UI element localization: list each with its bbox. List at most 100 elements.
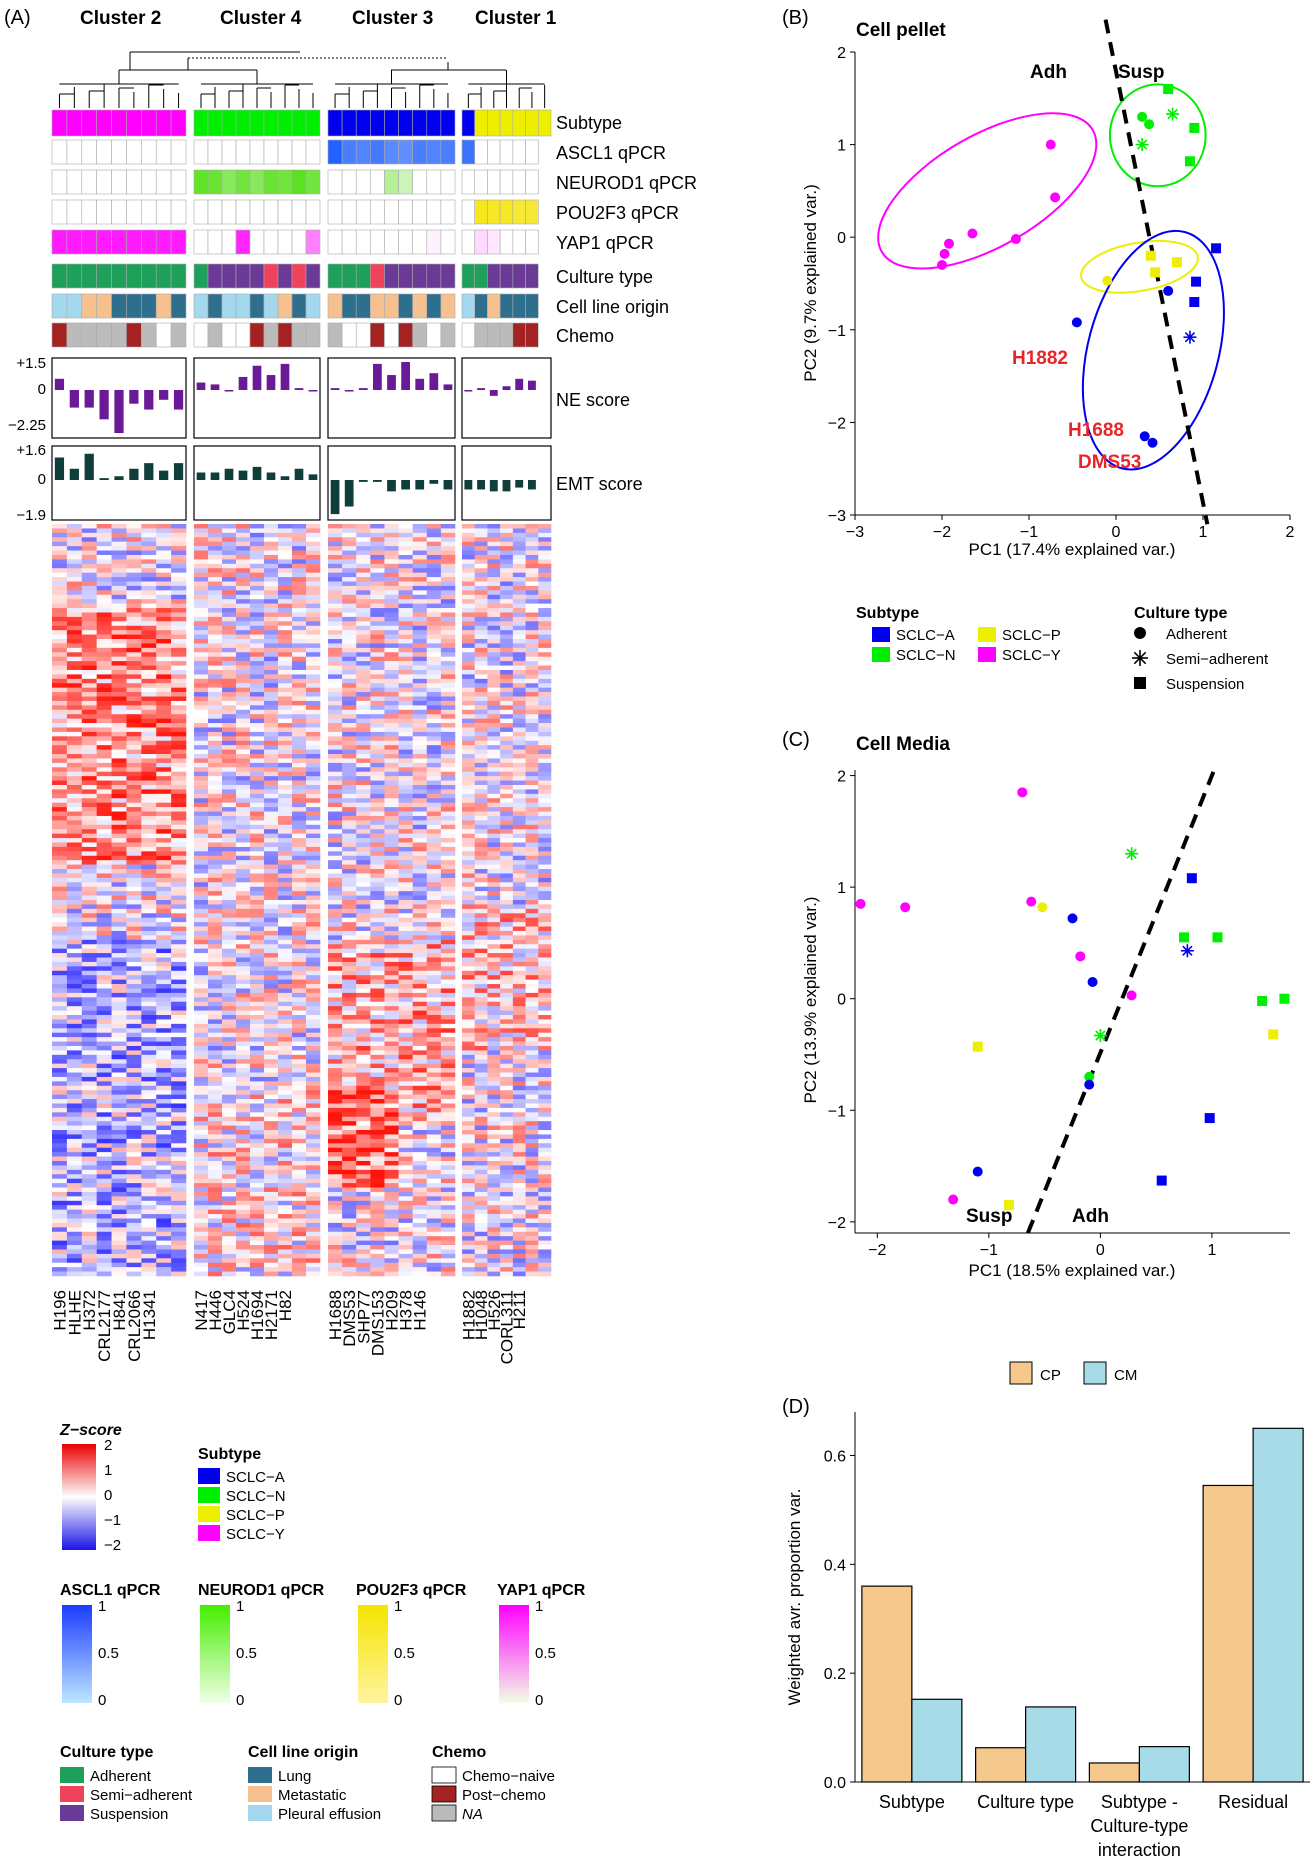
heatmap-cell [525, 581, 539, 587]
heatmap-cell [171, 1050, 187, 1056]
heatmap-cell [222, 749, 237, 755]
heatmap-cell [222, 904, 237, 910]
heatmap-cell [306, 997, 321, 1003]
heatmap-cell [141, 953, 157, 958]
heatmap-cell [370, 718, 385, 724]
heatmap-cell [474, 1019, 488, 1025]
heatmap-cell [171, 634, 187, 640]
heatmap-cell [194, 656, 209, 662]
heatmap-cell [462, 1063, 476, 1069]
heatmap-cell [126, 930, 142, 936]
chemo-cell [277, 322, 293, 348]
heatmap-cell [512, 585, 526, 591]
heatmap-cell [81, 612, 97, 618]
heatmap-cell [384, 807, 399, 812]
heatmap-cell [81, 1112, 97, 1118]
heatmap-cell [208, 904, 223, 910]
heatmap-cell [250, 1085, 265, 1091]
chemo-cell [221, 322, 237, 348]
heatmap-cell [462, 541, 476, 547]
culture-cell [155, 263, 172, 289]
heatmap-cell [156, 1054, 172, 1060]
heatmap-cell [96, 811, 112, 817]
heatmap-cell [52, 647, 68, 653]
subtype-cell [499, 109, 514, 137]
heatmap-cell [250, 625, 265, 631]
heatmap-cell [474, 541, 488, 547]
heatmap-cell [342, 939, 357, 945]
heatmap-cell [236, 882, 251, 888]
heatmap-cell [525, 625, 539, 631]
heatmap-cell [342, 767, 357, 773]
heatmap-cell [236, 780, 251, 786]
heatmap-cell [500, 935, 514, 941]
heatmap-cell [126, 612, 142, 618]
heatmap-cell [278, 846, 293, 852]
heatmap-cell [356, 1001, 371, 1007]
heatmap-cell [440, 811, 456, 817]
track-label: YAP1 qPCR [556, 233, 654, 253]
heatmap-cell [306, 771, 321, 777]
heatmap-cell [500, 784, 514, 790]
heatmap-cell [426, 833, 442, 839]
heatmap-cell [292, 1076, 307, 1082]
heatmap-cell [81, 838, 97, 843]
origin-cell [96, 293, 112, 319]
heatmap-cell [412, 1001, 428, 1007]
heatmap-cell [500, 665, 514, 671]
heatmap-cell [264, 625, 279, 631]
heatmap-cell [356, 793, 371, 799]
heatmap-cell [81, 585, 97, 591]
heatmap-cell [440, 559, 456, 565]
heatmap-cell [384, 944, 399, 949]
heatmap-cell [487, 700, 501, 706]
heatmap-cell [264, 922, 279, 927]
heatmap-cell [278, 798, 293, 803]
heatmap-cell [462, 882, 476, 888]
heatmap-cell [81, 661, 97, 666]
heatmap-cell [500, 864, 514, 870]
heatmap-cell [525, 798, 539, 803]
heatmap-cell [398, 1041, 413, 1047]
heatmap-cell [208, 1072, 223, 1078]
heatmap-cell [66, 634, 83, 640]
heatmap-cell [222, 669, 237, 675]
heatmap-cell [66, 621, 83, 627]
heatmap-cell [328, 709, 343, 715]
heatmap-cell [474, 647, 488, 653]
heatmap-cell [264, 798, 279, 803]
heatmap-cell [171, 975, 187, 980]
heatmap-cell [222, 815, 237, 821]
heatmap-cell [512, 709, 526, 715]
neurod1-cell [291, 169, 307, 195]
heatmap-cell [487, 882, 501, 888]
heatmap-cell [278, 572, 293, 578]
heatmap-cell [398, 687, 413, 693]
heatmap-cell [306, 784, 321, 790]
heatmap-cell [264, 1116, 279, 1122]
heatmap-cell [81, 1023, 97, 1029]
heatmap-cell [328, 1054, 343, 1060]
heatmap-cell [156, 900, 172, 905]
heatmap-cell [440, 802, 456, 808]
heatmap-cell [462, 1090, 476, 1095]
heatmap-cell [440, 1045, 456, 1051]
heatmap-cell [81, 581, 97, 587]
heatmap-cell [141, 815, 157, 821]
heatmap-cell [426, 603, 442, 609]
subtype-cell [66, 109, 83, 137]
heatmap-cell [512, 979, 526, 985]
heatmap-cell [306, 669, 321, 675]
heatmap-cell [194, 1001, 209, 1007]
heatmap-cell [426, 749, 442, 755]
heatmap-cell [328, 616, 343, 622]
heatmap-cell [306, 687, 321, 693]
heatmap-cell [141, 997, 157, 1003]
heatmap-cell [52, 820, 68, 826]
heatmap-cell [171, 727, 187, 733]
heatmap-cell [426, 1076, 442, 1082]
heatmap-cell [126, 869, 142, 874]
heatmap-cell [462, 678, 476, 684]
heatmap-cell [306, 714, 321, 719]
heatmap-cell [384, 1072, 399, 1078]
